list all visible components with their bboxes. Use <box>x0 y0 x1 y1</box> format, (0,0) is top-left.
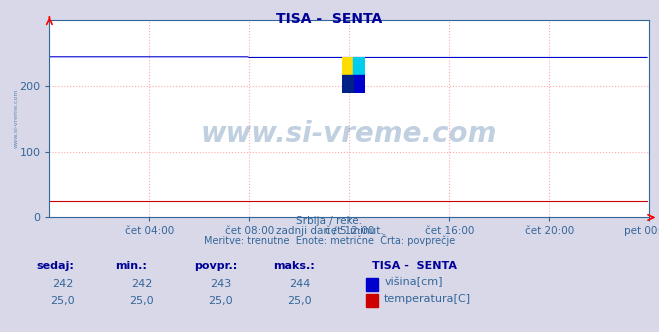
Text: sedaj:: sedaj: <box>36 261 74 271</box>
Text: zadnji dan / 5 minut.: zadnji dan / 5 minut. <box>275 226 384 236</box>
Text: www.si-vreme.com: www.si-vreme.com <box>201 121 498 148</box>
Text: 25,0: 25,0 <box>50 296 75 306</box>
Bar <box>342 75 353 93</box>
Text: povpr.:: povpr.: <box>194 261 238 271</box>
Text: Meritve: trenutne  Enote: metrične  Črta: povprečje: Meritve: trenutne Enote: metrične Črta: … <box>204 234 455 246</box>
Text: 25,0: 25,0 <box>287 296 312 306</box>
Text: 25,0: 25,0 <box>129 296 154 306</box>
Text: Srbija / reke.: Srbija / reke. <box>297 216 362 226</box>
Text: 242: 242 <box>52 279 73 289</box>
Text: višina[cm]: višina[cm] <box>384 277 443 288</box>
Text: maks.:: maks.: <box>273 261 315 271</box>
Text: min.:: min.: <box>115 261 147 271</box>
Bar <box>342 57 353 75</box>
Text: 242: 242 <box>131 279 152 289</box>
Text: TISA -  SENTA: TISA - SENTA <box>372 261 457 271</box>
Text: 243: 243 <box>210 279 231 289</box>
Text: temperatura[C]: temperatura[C] <box>384 294 471 304</box>
Text: 244: 244 <box>289 279 310 289</box>
Bar <box>353 75 365 93</box>
Bar <box>353 57 365 75</box>
Text: 25,0: 25,0 <box>208 296 233 306</box>
Text: TISA -  SENTA: TISA - SENTA <box>276 12 383 26</box>
Text: www.si-vreme.com: www.si-vreme.com <box>14 89 19 148</box>
